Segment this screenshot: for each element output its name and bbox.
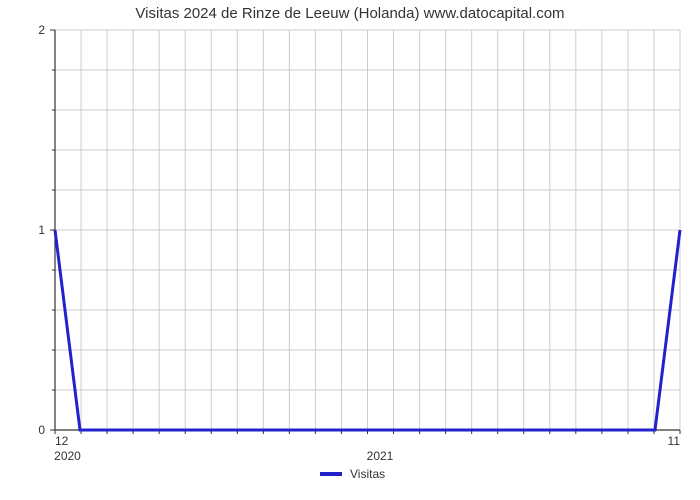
y-tick-label: 1 [38,223,45,237]
chart-bg [0,0,700,500]
chart-title: Visitas 2024 de Rinze de Leeuw (Holanda)… [135,5,564,22]
x-major-label: 2021 [367,449,394,463]
legend-label: Visitas [350,467,385,481]
legend-swatch [320,472,342,476]
chart-container: Visitas 2024 de Rinze de Leeuw (Holanda)… [0,0,700,500]
x-major-label: 2020 [54,449,81,463]
y-tick-label: 2 [38,23,45,37]
line-chart: Visitas 2024 de Rinze de Leeuw (Holanda)… [0,0,700,500]
x-secondary-label: 11 [668,434,681,448]
y-tick-label: 0 [38,423,45,437]
x-secondary-label: 12 [55,434,69,448]
